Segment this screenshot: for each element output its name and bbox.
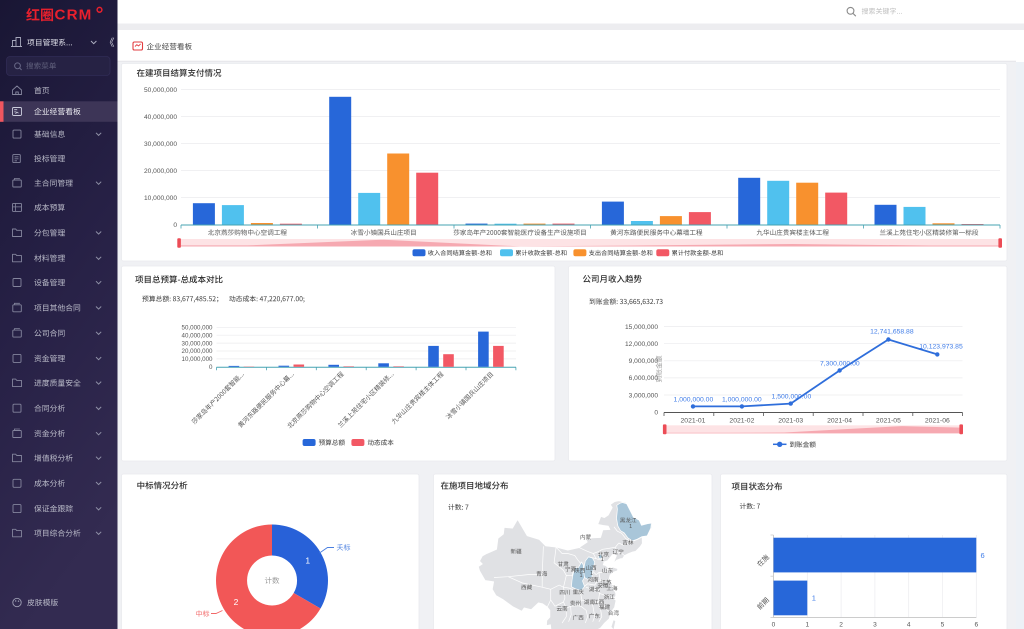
svg-text:1: 1 (805, 622, 809, 629)
svg-text:3,000,000: 3,000,000 (629, 392, 659, 399)
svg-text:2021-06: 2021-06 (925, 418, 950, 425)
svg-text:10,000,000: 10,000,000 (182, 356, 214, 363)
svg-text:40,000,000: 40,000,000 (144, 114, 177, 121)
svg-text:3: 3 (873, 622, 877, 629)
svg-text:4: 4 (907, 622, 911, 629)
svg-text:0: 0 (654, 409, 658, 416)
svg-text:9,000,000: 9,000,000 (629, 358, 659, 365)
svg-text:10,000,000: 10,000,000 (144, 195, 177, 202)
svg-text:1,500,000.00: 1,500,000.00 (772, 393, 812, 400)
svg-text:2021-05: 2021-05 (876, 418, 901, 425)
svg-text:12,741,658.88: 12,741,658.88 (870, 329, 914, 336)
svg-text:6: 6 (981, 551, 985, 560)
svg-text:5: 5 (941, 622, 945, 629)
svg-text:2021-02: 2021-02 (729, 418, 754, 425)
svg-text:1,000,000.00: 1,000,000.00 (674, 397, 714, 404)
svg-text:20,000,000: 20,000,000 (144, 168, 177, 175)
svg-text:2: 2 (234, 597, 239, 607)
svg-text:40,000,000: 40,000,000 (182, 332, 214, 339)
svg-text:0: 0 (209, 364, 213, 371)
svg-text:1: 1 (305, 556, 310, 566)
svg-text:1,000,000.00: 1,000,000.00 (722, 397, 762, 404)
svg-text:2021-03: 2021-03 (778, 418, 803, 425)
svg-text:0: 0 (173, 222, 177, 229)
svg-text:1: 1 (590, 571, 593, 577)
svg-text:20,000,000: 20,000,000 (182, 348, 214, 355)
svg-text:6,000,000: 6,000,000 (629, 375, 659, 382)
svg-text:2: 2 (839, 622, 843, 629)
svg-text:1: 1 (580, 573, 583, 579)
svg-text:30,000,000: 30,000,000 (182, 340, 214, 347)
svg-text:2021-01: 2021-01 (681, 418, 706, 425)
svg-text:50,000,000: 50,000,000 (144, 87, 177, 94)
svg-text:1: 1 (601, 557, 604, 563)
svg-text:6: 6 (974, 622, 978, 629)
svg-text:12,000,000: 12,000,000 (625, 341, 658, 348)
svg-text:0: 0 (772, 622, 776, 629)
svg-text:10,123,973.85: 10,123,973.85 (919, 344, 963, 351)
svg-text:7,300,000.00: 7,300,000.00 (820, 360, 860, 367)
svg-text:30,000,000: 30,000,000 (144, 141, 177, 148)
svg-text:CRM: CRM (55, 6, 93, 23)
svg-text:50,000,000: 50,000,000 (182, 325, 214, 332)
svg-text:1: 1 (629, 524, 632, 530)
svg-text:15,000,000: 15,000,000 (625, 324, 658, 331)
svg-text:1: 1 (812, 594, 816, 603)
svg-text:2021-04: 2021-04 (827, 418, 852, 425)
